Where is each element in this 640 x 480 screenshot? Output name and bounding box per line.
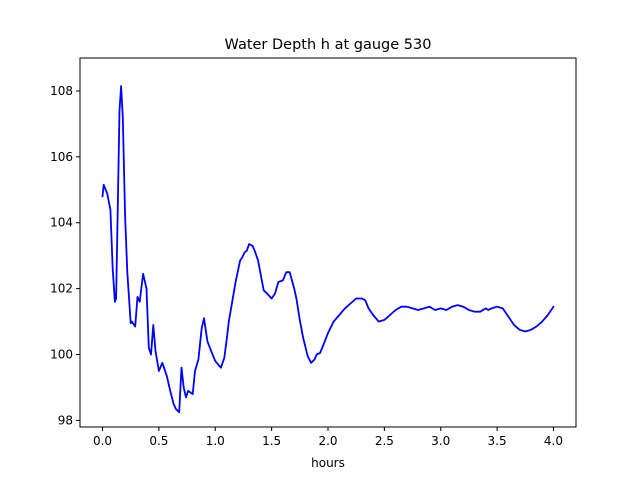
- x-tick-label: 2.0: [318, 434, 337, 448]
- x-tick-label: 0.0: [93, 434, 112, 448]
- x-axis-label: hours: [311, 456, 345, 470]
- x-tick-label: 3.0: [431, 434, 450, 448]
- x-tick-label: 4.0: [544, 434, 563, 448]
- y-tick-label: 108: [50, 84, 73, 98]
- x-tick-label: 2.5: [375, 434, 394, 448]
- x-tick-label: 3.5: [488, 434, 507, 448]
- x-tick-label: 1.5: [262, 434, 281, 448]
- y-tick-label: 104: [50, 216, 73, 230]
- y-tick-label: 100: [50, 348, 73, 362]
- plot-area: [101, 85, 555, 414]
- series-line-0: [101, 85, 555, 414]
- chart-title: Water Depth h at gauge 530: [225, 37, 432, 53]
- plot-frame: [79, 57, 577, 428]
- x-tick-label: 0.5: [149, 434, 168, 448]
- y-tick-label: 98: [58, 413, 73, 427]
- y-tick-label: 102: [50, 282, 73, 296]
- x-tick-label: 1.0: [206, 434, 225, 448]
- x-axis: 0.0 0.5 1.0 1.5 2.0 2.5 3.0 3.5 4.0: [93, 427, 563, 448]
- y-tick-label: 106: [50, 150, 73, 164]
- y-axis: 98 100 102 104 106 108: [50, 84, 80, 427]
